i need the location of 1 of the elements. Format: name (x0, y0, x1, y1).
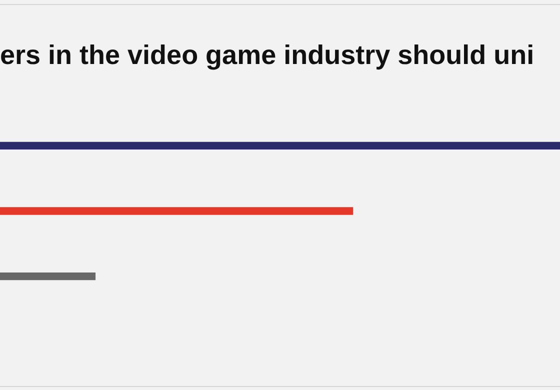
chart-title: ers in the video game industry should uni (0, 40, 536, 71)
